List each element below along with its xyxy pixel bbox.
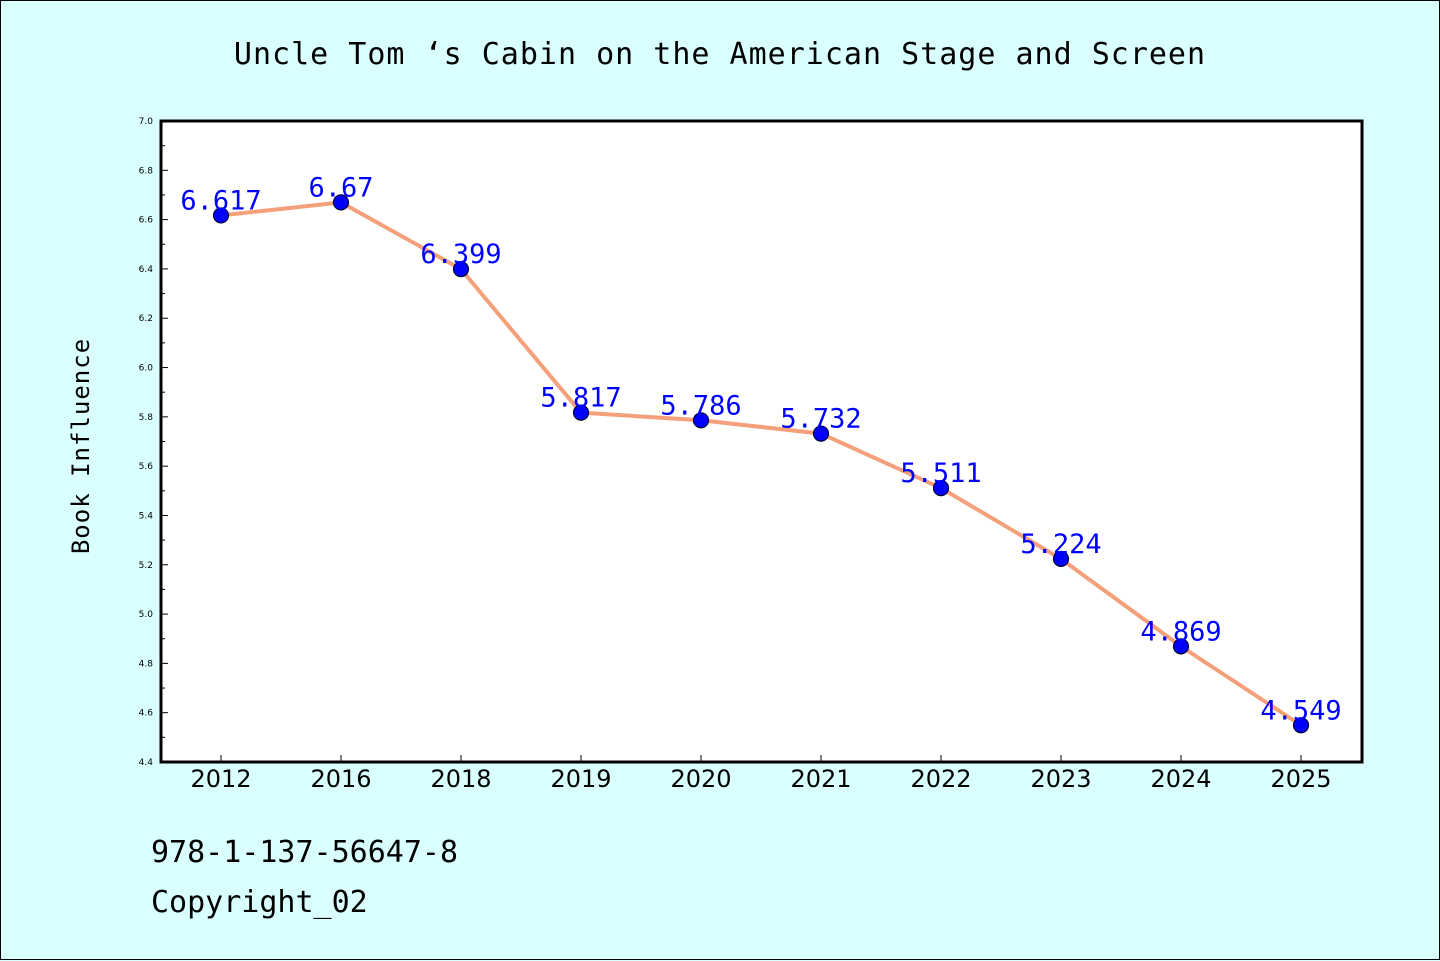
series-line	[219, 200, 1303, 728]
y-tick-label: 5.0	[139, 610, 154, 620]
y-tick-label: 6.0	[139, 364, 154, 374]
data-label: 6.399	[420, 239, 501, 270]
y-tick-label: 7.0	[139, 117, 154, 127]
data-point	[1172, 638, 1190, 655]
data-point	[212, 207, 230, 224]
data-point	[1292, 717, 1310, 734]
x-tick-label: 2021	[790, 765, 851, 793]
x-tick-label: 2018	[430, 765, 491, 793]
data-label: 6.617	[180, 185, 261, 216]
data-point	[692, 412, 710, 429]
x-tick-label: 2023	[1030, 765, 1091, 793]
data-label: 4.549	[1260, 695, 1341, 726]
x-tick-label: 2022	[910, 765, 971, 793]
y-tick-label: 4.6	[139, 709, 154, 719]
y-tick-label: 4.4	[139, 758, 154, 768]
data-point	[1052, 550, 1070, 567]
x-tick-label: 2024	[1150, 765, 1211, 793]
data-point	[452, 261, 470, 278]
data-label: 5.786	[660, 390, 741, 421]
y-tick-label: 6.6	[139, 216, 154, 226]
x-tick-label: 2020	[670, 765, 731, 793]
y-tick-label: 5.4	[139, 511, 154, 521]
data-point	[932, 479, 950, 497]
data-point	[332, 194, 350, 211]
x-tick-label: 2025	[1270, 765, 1331, 793]
copyright-text: Copyright_02	[151, 885, 368, 920]
x-tick-label: 2016	[310, 765, 371, 793]
series-polyline	[219, 200, 1303, 728]
data-point	[812, 425, 830, 442]
isbn-text: 978-1-137-56647-8	[151, 835, 459, 870]
y-tick-label: 5.8	[139, 413, 154, 423]
y-tick-label: 6.8	[139, 166, 154, 176]
data-point	[572, 404, 590, 421]
y-tick-label: 6.2	[139, 314, 153, 324]
y-tick-label: 4.8	[139, 659, 154, 669]
data-label: 4.869	[1140, 616, 1221, 647]
data-label: 5.817	[540, 383, 621, 414]
x-tick-label: 2019	[550, 765, 611, 793]
y-axis-ticks: 4.4 4.6 4.8 5.0 5.2 5.4 5.6 5.8 6.0 6.2 6.4 6.6 6.8 7…	[139, 117, 168, 768]
y-tick-label: 5.2	[139, 561, 153, 571]
y-tick-label: 5.6	[139, 462, 154, 472]
plot-area	[159, 119, 1364, 764]
x-axis-ticks: 2012 2016 2018 2019 2020 2021 2022 2023 2024 2025	[190, 755, 1332, 793]
data-label: 5.224	[1020, 529, 1101, 560]
data-label: 5.511	[900, 458, 981, 489]
data-labels: 6.617 6.67 6.399 5.817 5.786 5.732 5.511 5.224 4…	[180, 172, 1341, 726]
chart-title: Uncle Tom ‘s Cabin on the American Stage…	[233, 37, 1207, 72]
data-label: 6.67	[308, 172, 373, 203]
data-label: 5.732	[780, 404, 861, 435]
series-markers	[212, 194, 1310, 734]
x-tick-label: 2012	[190, 765, 251, 793]
y-tick-label: 6.4	[139, 265, 154, 275]
